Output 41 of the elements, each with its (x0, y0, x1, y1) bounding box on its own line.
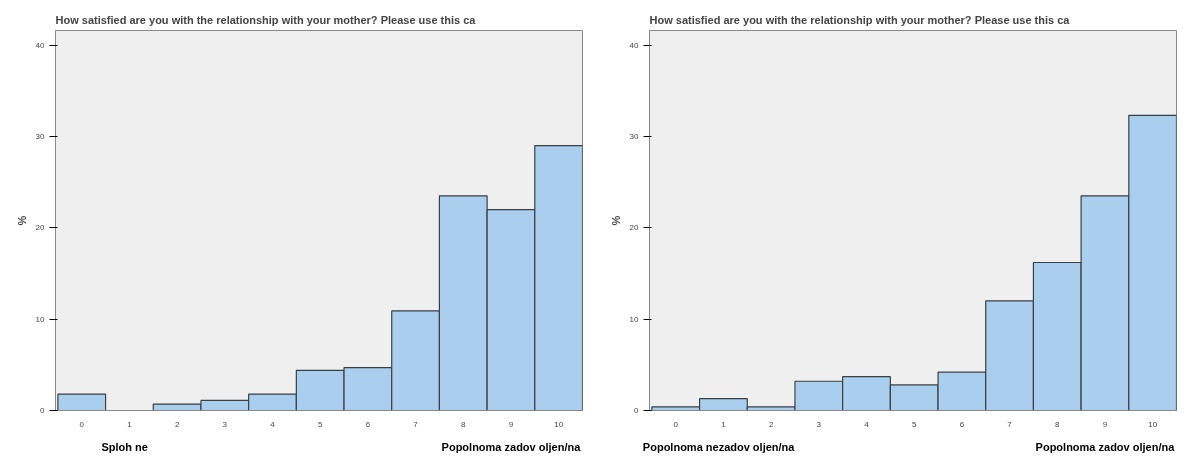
x-tick-label: 2 (174, 419, 180, 429)
y-axis-title: % (15, 215, 28, 226)
y-tick-label: 30 (629, 131, 640, 141)
x-tick-label: 8 (1055, 419, 1061, 429)
y-tick-label: 40 (629, 40, 640, 50)
bar (57, 393, 107, 411)
x-tick-label: 1 (721, 419, 727, 429)
y-tick-label: 20 (35, 223, 46, 233)
chart-title: How satisfied are you with the relationship with your mother? Please use this ca (649, 13, 1071, 26)
x-tick-label: 4 (270, 419, 276, 429)
x-tick-label: 10 (554, 419, 564, 429)
y-tick-label: 10 (35, 314, 46, 324)
x-tick-label: 5 (911, 419, 917, 429)
y-tick-label: 10 (629, 314, 640, 324)
text: Popolnoma zadov oljen/na (1035, 440, 1176, 453)
text: Sploh ne (101, 440, 148, 453)
text: Popolnoma zadov oljen/na (441, 440, 582, 453)
x-tick-label: 8 (461, 419, 467, 429)
x-tick-label: 10 (1148, 419, 1158, 429)
chart-title: How satisfied are you with the relationship with your mother? Please use this ca (55, 13, 477, 26)
x-tick-label: 7 (1007, 419, 1013, 429)
x-tick-label: 6 (365, 419, 371, 429)
y-tick-label: 30 (35, 131, 46, 141)
y-tick-label: 0 (40, 406, 46, 415)
x-tick-label: 3 (222, 419, 228, 429)
x-tick-label: 2 (768, 419, 774, 429)
x-tick-label: 9 (1102, 419, 1108, 429)
x-tick-label: 1 (127, 419, 133, 429)
x-tick-label: 6 (959, 419, 965, 429)
y-tick-label: 40 (35, 40, 46, 50)
text: Popolnoma nezadov oljen/na (642, 440, 796, 453)
x-tick-label: 9 (508, 419, 514, 429)
y-axis-title: % (609, 215, 622, 226)
x-tick-label: 4 (864, 419, 870, 429)
y-tick-label: 0 (634, 406, 640, 415)
x-tick-label: 5 (317, 419, 323, 429)
x-tick-label: 0 (673, 419, 679, 429)
x-tick-label: 3 (816, 419, 822, 429)
y-tick-label: 20 (629, 223, 640, 233)
x-tick-label: 0 (79, 419, 85, 429)
x-tick-label: 7 (413, 419, 419, 429)
